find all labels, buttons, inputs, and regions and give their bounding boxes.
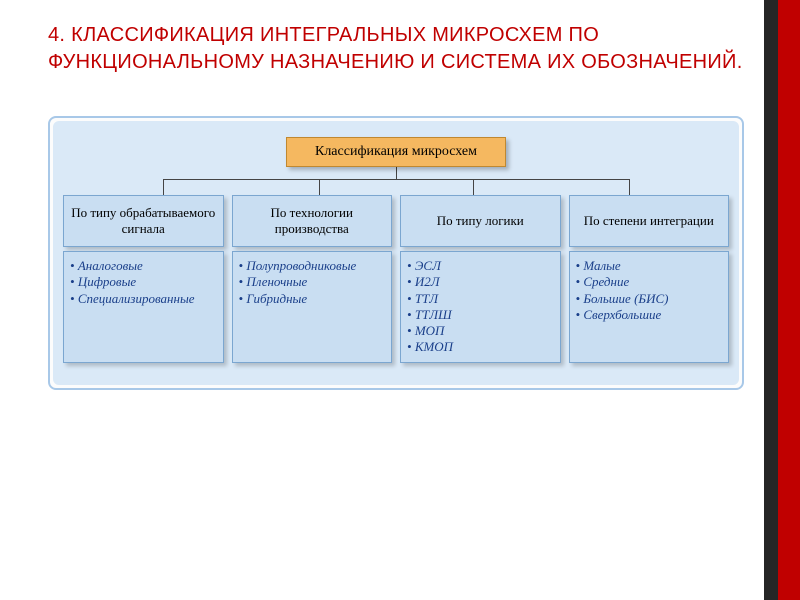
branch-header: По степени интеграции bbox=[569, 195, 730, 247]
sidebar-accent-dark bbox=[764, 0, 778, 600]
list-item: Специализированные bbox=[70, 291, 217, 307]
list-item: ТТЛШ bbox=[407, 307, 554, 323]
diagram-frame: Классификация микросхем По типу обрабаты… bbox=[48, 116, 744, 390]
branch-body: ЭСЛИ2ЛТТЛТТЛШМОПКМОП bbox=[400, 251, 561, 363]
connector-drop bbox=[629, 179, 630, 195]
connector-drop bbox=[473, 179, 474, 195]
branch-header: По типу обрабатываемого сигнала bbox=[63, 195, 224, 247]
slide-content: 4. КЛАССИФИКАЦИЯ ИНТЕГРАЛЬНЫХ МИКРОСХЕМ … bbox=[0, 0, 764, 390]
connector-horizontal bbox=[163, 179, 629, 180]
connector-main bbox=[396, 167, 397, 179]
branch-header: По типу логики bbox=[400, 195, 561, 247]
list-item: ТТЛ bbox=[407, 291, 554, 307]
branch-body: АналоговыеЦифровыеСпециализированные bbox=[63, 251, 224, 363]
branch-body: МалыеСредниеБольшие (БИС)Сверхбольшие bbox=[569, 251, 730, 363]
list-item: МОП bbox=[407, 323, 554, 339]
list-item: Средние bbox=[576, 274, 723, 290]
branch: По типу логикиЭСЛИ2ЛТТЛТТЛШМОПКМОП bbox=[400, 195, 561, 363]
branch-header: По технологии производства bbox=[232, 195, 393, 247]
slide-title: 4. КЛАССИФИКАЦИЯ ИНТЕГРАЛЬНЫХ МИКРОСХЕМ … bbox=[48, 22, 744, 76]
list-item: Гибридные bbox=[239, 291, 386, 307]
list-item: КМОП bbox=[407, 339, 554, 355]
branch-body: ПолупроводниковыеПленочныеГибридные bbox=[232, 251, 393, 363]
list-item: Большие (БИС) bbox=[576, 291, 723, 307]
list-item: Цифровые bbox=[70, 274, 217, 290]
branch: По степени интеграцииМалыеСредниеБольшие… bbox=[569, 195, 730, 363]
list-item: Сверхбольшие bbox=[576, 307, 723, 323]
diagram: Классификация микросхем По типу обрабаты… bbox=[53, 121, 739, 385]
sidebar-accent-red bbox=[778, 0, 800, 600]
connector-drop bbox=[163, 179, 164, 195]
list-item: И2Л bbox=[407, 274, 554, 290]
branches-row: По типу обрабатываемого сигналаАналоговы… bbox=[63, 195, 729, 363]
connectors bbox=[63, 167, 729, 195]
root-node: Классификация микросхем bbox=[286, 137, 506, 167]
branch: По технологии производстваПолупроводнико… bbox=[232, 195, 393, 363]
list-item: Полупроводниковые bbox=[239, 258, 386, 274]
list-item: Аналоговые bbox=[70, 258, 217, 274]
list-item: ЭСЛ bbox=[407, 258, 554, 274]
connector-drop bbox=[319, 179, 320, 195]
list-item: Пленочные bbox=[239, 274, 386, 290]
branch: По типу обрабатываемого сигналаАналоговы… bbox=[63, 195, 224, 363]
list-item: Малые bbox=[576, 258, 723, 274]
